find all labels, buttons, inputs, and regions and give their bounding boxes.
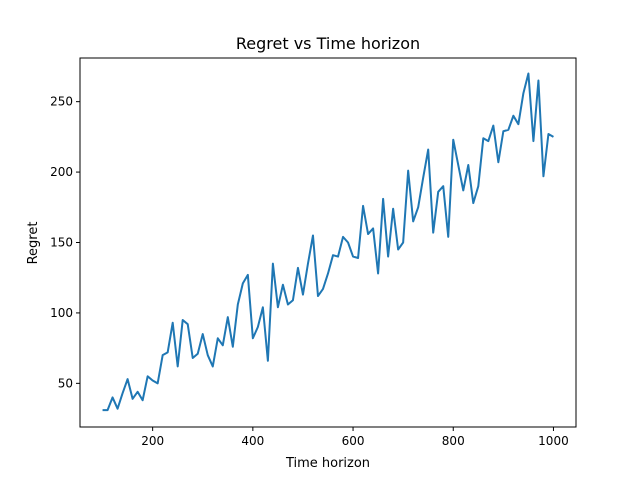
x-axis-label: Time horizon bbox=[285, 456, 370, 471]
chart-title: Regret vs Time horizon bbox=[236, 34, 420, 53]
series-line bbox=[102, 72, 554, 412]
x-tick-label: 200 bbox=[141, 434, 164, 448]
y-tick-label: 250 bbox=[50, 95, 73, 109]
x-tick-label: 400 bbox=[241, 434, 264, 448]
plot-frame bbox=[79, 57, 577, 428]
x-tick-label: 1000 bbox=[538, 434, 569, 448]
y-tick-label: 50 bbox=[58, 376, 73, 390]
y-tick-label: 150 bbox=[50, 236, 73, 250]
x-tick-label: 800 bbox=[442, 434, 465, 448]
y-axis: 50 100 150 200 250 bbox=[50, 95, 80, 390]
y-tick-label: 100 bbox=[50, 306, 73, 320]
plot-area bbox=[79, 57, 577, 428]
x-axis: 200 400 600 800 1000 bbox=[141, 427, 569, 448]
x-tick-label: 600 bbox=[342, 434, 365, 448]
y-axis-label: Regret bbox=[26, 222, 41, 265]
y-tick-label: 200 bbox=[50, 165, 73, 179]
